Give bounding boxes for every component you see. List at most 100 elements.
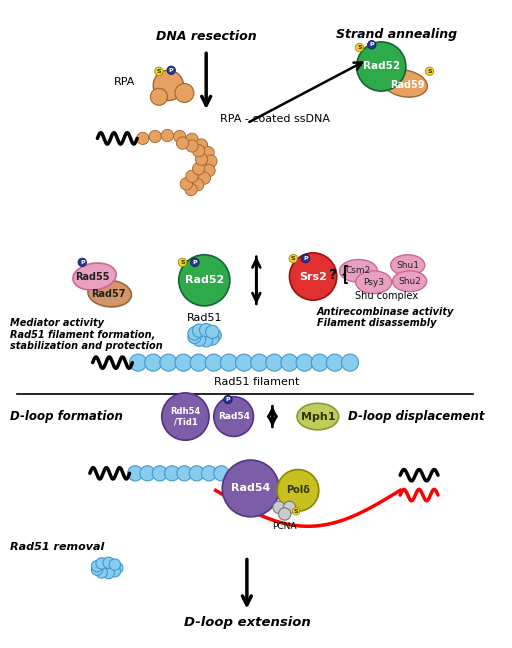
Circle shape: [214, 466, 229, 481]
Text: Rad51: Rad51: [186, 313, 222, 323]
Circle shape: [357, 42, 406, 91]
Ellipse shape: [391, 255, 425, 275]
Circle shape: [164, 466, 180, 481]
Circle shape: [186, 170, 198, 182]
Circle shape: [140, 466, 155, 481]
Circle shape: [355, 43, 364, 52]
Circle shape: [177, 137, 189, 149]
Circle shape: [151, 88, 167, 105]
Text: P: P: [226, 397, 230, 402]
Circle shape: [201, 466, 217, 481]
Circle shape: [198, 172, 210, 184]
Circle shape: [266, 354, 283, 371]
Text: PCNA: PCNA: [272, 522, 297, 531]
Circle shape: [185, 183, 197, 196]
Circle shape: [175, 84, 194, 102]
Circle shape: [289, 253, 337, 300]
Text: Strand annealing: Strand annealing: [336, 28, 457, 41]
Circle shape: [153, 70, 183, 100]
Circle shape: [162, 393, 209, 440]
Circle shape: [92, 561, 103, 572]
Circle shape: [167, 66, 176, 75]
Text: Rad52: Rad52: [185, 275, 224, 285]
Circle shape: [190, 258, 199, 266]
Ellipse shape: [297, 403, 338, 430]
Text: Rad52: Rad52: [362, 62, 400, 71]
Circle shape: [224, 395, 232, 404]
Text: DNA resection: DNA resection: [156, 30, 257, 43]
Ellipse shape: [393, 271, 426, 292]
Circle shape: [174, 130, 186, 143]
Ellipse shape: [73, 263, 116, 290]
Text: Srs2: Srs2: [299, 272, 327, 281]
Circle shape: [425, 67, 434, 75]
Text: Shu complex: Shu complex: [355, 292, 418, 301]
Circle shape: [112, 562, 123, 573]
Text: Shu2: Shu2: [398, 277, 421, 286]
Text: P: P: [193, 260, 197, 265]
Text: S: S: [180, 260, 185, 265]
Text: S: S: [291, 256, 295, 261]
Circle shape: [152, 466, 167, 481]
Ellipse shape: [382, 70, 428, 97]
Text: RPA: RPA: [114, 76, 135, 87]
Circle shape: [193, 324, 206, 338]
Circle shape: [273, 501, 285, 513]
Text: ?: ?: [329, 268, 337, 282]
Text: Mph1: Mph1: [301, 411, 335, 422]
Text: Rad51 removal: Rad51 removal: [10, 542, 105, 552]
Circle shape: [186, 140, 198, 152]
Text: Rdh54
/Tid1: Rdh54 /Tid1: [170, 407, 201, 426]
Circle shape: [296, 354, 313, 371]
Text: S: S: [427, 69, 432, 74]
Circle shape: [109, 559, 120, 570]
Circle shape: [205, 354, 222, 371]
Circle shape: [78, 258, 87, 266]
Text: Csm2: Csm2: [346, 266, 371, 275]
Circle shape: [189, 466, 204, 481]
Text: Rad54: Rad54: [231, 483, 270, 494]
Circle shape: [188, 330, 201, 343]
Circle shape: [161, 130, 174, 142]
Circle shape: [251, 354, 268, 371]
Circle shape: [342, 354, 358, 371]
Circle shape: [202, 146, 214, 159]
Circle shape: [193, 333, 206, 346]
Circle shape: [130, 354, 146, 371]
Circle shape: [279, 508, 291, 520]
Circle shape: [155, 67, 163, 75]
Circle shape: [193, 163, 205, 175]
Circle shape: [96, 567, 108, 578]
Circle shape: [206, 325, 219, 338]
Circle shape: [220, 354, 238, 371]
Text: RPA - coated ssDNA: RPA - coated ssDNA: [220, 115, 330, 124]
Circle shape: [103, 568, 114, 579]
Circle shape: [188, 327, 201, 340]
Text: Rad59: Rad59: [391, 80, 425, 91]
Circle shape: [149, 130, 161, 143]
Circle shape: [175, 354, 192, 371]
Text: Rad55: Rad55: [75, 272, 110, 281]
Circle shape: [208, 329, 221, 341]
Text: Polδ: Polδ: [286, 485, 310, 495]
Circle shape: [311, 354, 328, 371]
Circle shape: [193, 145, 205, 157]
Text: Rad51 filament: Rad51 filament: [214, 376, 299, 387]
Ellipse shape: [356, 271, 392, 294]
Circle shape: [301, 254, 310, 263]
Text: S: S: [357, 45, 362, 50]
Text: Psy3: Psy3: [363, 278, 384, 286]
Text: S: S: [294, 509, 298, 514]
Text: P: P: [303, 256, 308, 261]
Circle shape: [206, 332, 219, 345]
Circle shape: [103, 557, 114, 568]
Circle shape: [281, 354, 298, 371]
Circle shape: [190, 354, 207, 371]
Circle shape: [180, 178, 193, 190]
Text: D-loop displacement: D-loop displacement: [348, 410, 485, 423]
Circle shape: [205, 155, 217, 167]
Text: Rad54: Rad54: [218, 412, 250, 421]
Circle shape: [289, 254, 297, 263]
Circle shape: [203, 165, 215, 177]
Text: D-loop extension: D-loop extension: [183, 616, 310, 629]
